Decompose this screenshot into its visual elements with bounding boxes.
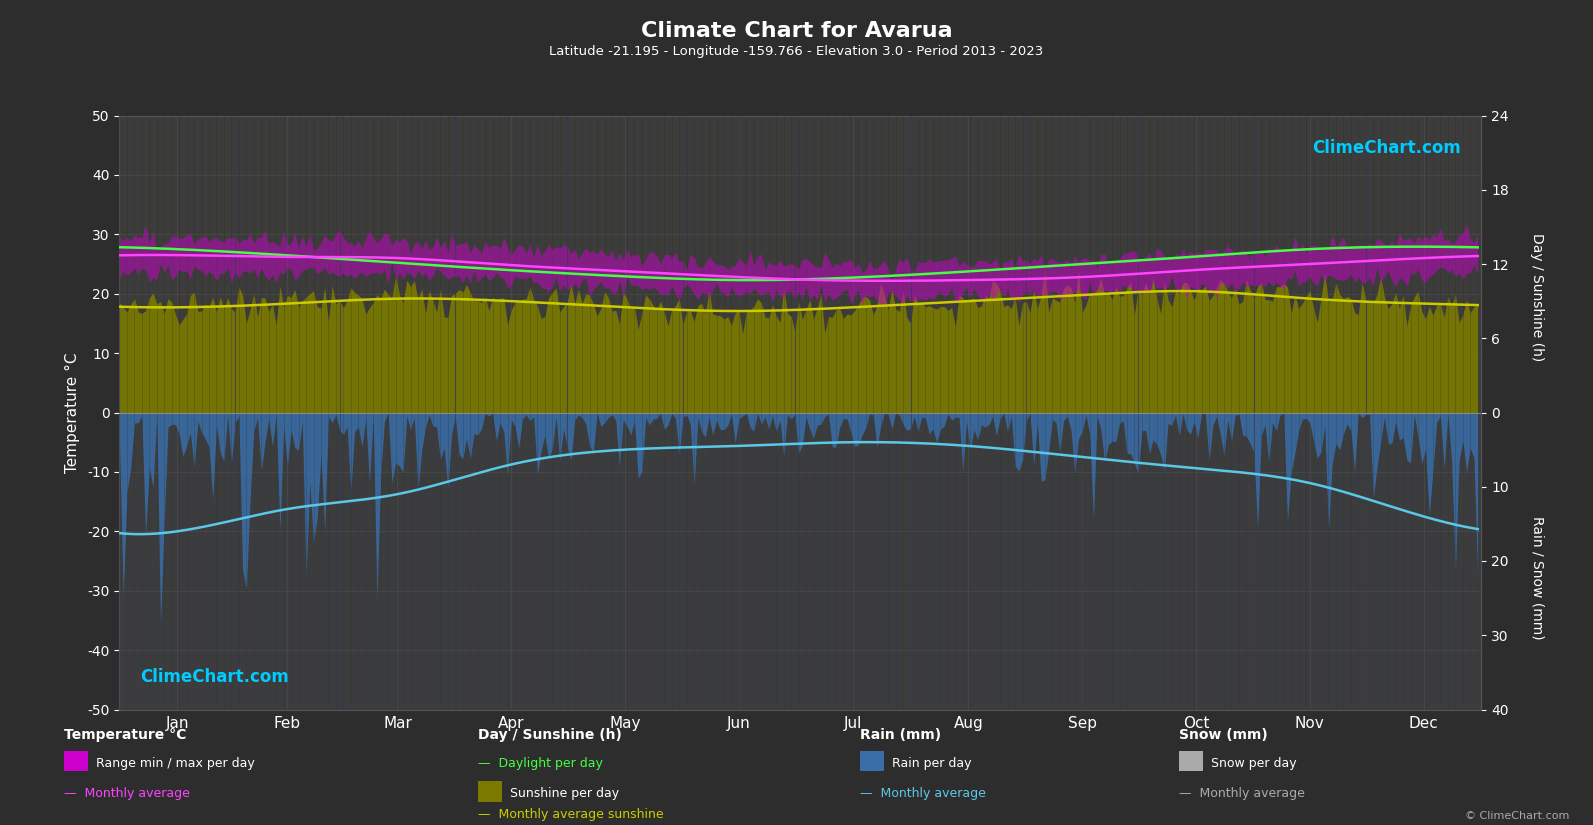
Text: Rain (mm): Rain (mm) (860, 728, 941, 742)
Text: Range min / max per day: Range min / max per day (96, 757, 255, 770)
Text: Day / Sunshine (h): Day / Sunshine (h) (478, 728, 621, 742)
Text: Climate Chart for Avarua: Climate Chart for Avarua (640, 21, 953, 40)
Text: ClimeChart.com: ClimeChart.com (140, 667, 288, 686)
Text: —  Monthly average: — Monthly average (1179, 787, 1305, 800)
Text: —  Monthly average: — Monthly average (64, 787, 190, 800)
Text: Day / Sunshine (h): Day / Sunshine (h) (1531, 233, 1544, 361)
Text: Sunshine per day: Sunshine per day (510, 787, 620, 800)
Text: —  Daylight per day: — Daylight per day (478, 757, 602, 770)
Text: Snow (mm): Snow (mm) (1179, 728, 1268, 742)
Text: Latitude -21.195 - Longitude -159.766 - Elevation 3.0 - Period 2013 - 2023: Latitude -21.195 - Longitude -159.766 - … (550, 45, 1043, 58)
Text: Snow per day: Snow per day (1211, 757, 1297, 770)
Text: —  Monthly average sunshine: — Monthly average sunshine (478, 808, 664, 821)
Text: Rain per day: Rain per day (892, 757, 972, 770)
Text: Temperature °C: Temperature °C (64, 728, 186, 742)
Text: —  Monthly average: — Monthly average (860, 787, 986, 800)
Y-axis label: Temperature °C: Temperature °C (65, 352, 80, 473)
Text: © ClimeChart.com: © ClimeChart.com (1464, 811, 1569, 821)
Text: Rain / Snow (mm): Rain / Snow (mm) (1531, 516, 1544, 639)
Text: ClimeChart.com: ClimeChart.com (1313, 139, 1461, 158)
